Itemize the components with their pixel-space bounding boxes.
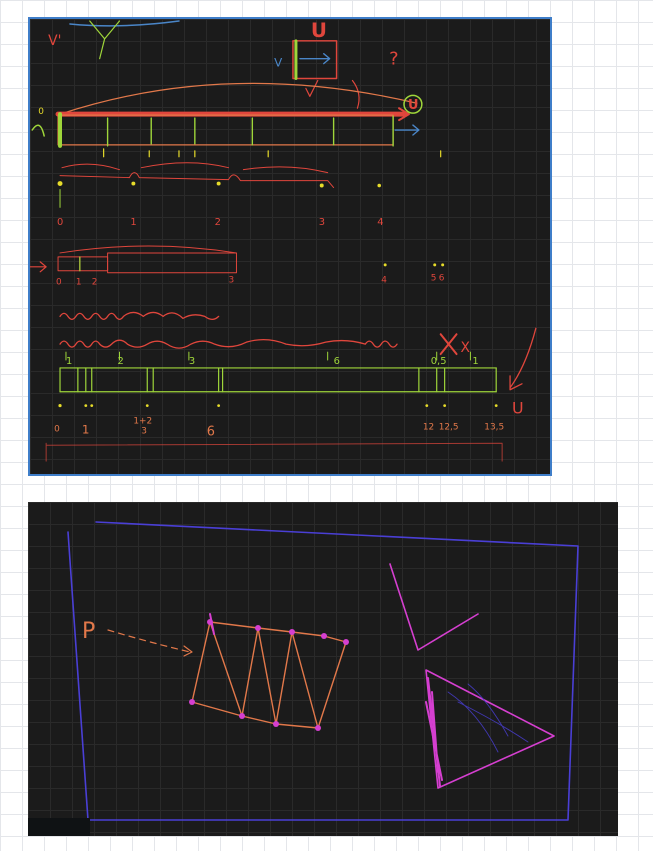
row2-box-c <box>107 252 237 274</box>
row2-tick: 6 <box>439 274 445 284</box>
long-arc <box>59 82 418 115</box>
segment-length-labels: 1 2 3 6 0,5 1 <box>66 356 479 367</box>
row2-tick: 4 <box>381 276 387 286</box>
segment-length: 2 <box>118 356 124 367</box>
source-arrowhead <box>183 645 193 657</box>
rod-right-arrow <box>394 124 420 136</box>
label-v-top: V <box>274 56 283 70</box>
row2-box-b <box>79 256 109 272</box>
triangle-hatch <box>425 677 443 787</box>
row1-tick: 3 <box>319 217 325 228</box>
top-sketch-canvas: U V ? V' 0 X U U 0 1 2 3 4 0 1 2 3 4 5 6 <box>30 19 537 462</box>
row2-box-a <box>57 256 81 272</box>
row1-line <box>59 172 335 189</box>
label-x-mark: X <box>461 340 471 356</box>
thumbnail-preview[interactable] <box>28 818 90 836</box>
bottom-sketch-board: P <box>28 502 618 836</box>
box-down-arrows <box>305 79 360 109</box>
row1-arcs <box>61 162 329 174</box>
row2-tick: 1 <box>76 278 82 288</box>
bottom-tick: 13,5 <box>484 422 504 432</box>
top-sketch-board: U V ? V' 0 X U U 0 1 2 3 4 0 1 2 3 4 5 6 <box>28 17 552 476</box>
bottom-sketch-canvas: P <box>67 521 579 821</box>
row2-arc <box>59 245 237 254</box>
row1-tick: 4 <box>377 217 383 228</box>
zigzag-left-highlight <box>209 613 215 635</box>
purple-frame <box>67 521 579 821</box>
label-u-right: U <box>512 399 524 418</box>
bottom-faded-bar <box>45 442 503 462</box>
row2-tick: 2 <box>92 278 98 288</box>
row1-tick: 0 <box>57 217 63 228</box>
zigzag-nodes <box>189 619 349 731</box>
moving-box <box>292 40 338 80</box>
rod-dividers <box>106 115 394 147</box>
seg-length-ticks <box>65 351 471 361</box>
top-scribble-lines <box>89 20 121 60</box>
main-rod-arrowhead <box>398 107 410 122</box>
row1-dots <box>57 181 382 188</box>
segment-length: 0,5 <box>431 356 447 367</box>
bottom-tick: 12 <box>423 422 434 432</box>
bottom-tick: 6 <box>207 424 215 439</box>
triangle-inner-lines <box>447 683 529 753</box>
bottom-tick: 3 <box>141 426 147 436</box>
bottom-tick: 0 <box>54 424 60 434</box>
u-circle <box>403 94 423 114</box>
segment-length: 1 <box>472 356 478 367</box>
seg-dividers <box>59 367 497 393</box>
label-u-top: U <box>311 19 327 42</box>
row2-tick: 3 <box>229 276 235 286</box>
magenta-triangle <box>425 669 555 789</box>
row2-left-arrow <box>30 261 47 273</box>
row1-tick-labels: 0 1 2 3 4 <box>57 217 383 228</box>
box-arrow <box>299 53 331 65</box>
label-v-prime: V' <box>48 33 61 49</box>
row2-tick-labels: 0 1 2 3 4 5 6 <box>56 274 445 288</box>
segment-length: 3 <box>189 356 195 367</box>
label-question: ? <box>389 49 398 70</box>
bottom-tick-labels: 0 1 1+2 3 6 12 12,5 13,5 <box>54 416 504 439</box>
row2-tick: 5 <box>431 274 437 284</box>
source-dashed-arrow <box>107 629 191 653</box>
bottom-tick: 12,5 <box>439 422 459 432</box>
segment-length: 6 <box>334 356 340 367</box>
label-source-p: P <box>82 619 95 644</box>
x-mark <box>439 333 458 356</box>
seg-dots <box>58 404 498 408</box>
rod-under-ticks <box>103 148 442 158</box>
squiggle-1 <box>59 311 220 321</box>
zigzag-bottom <box>191 701 319 729</box>
zigzag-top <box>209 621 347 643</box>
label-zero-small: 0 <box>38 107 44 117</box>
big-right-arrow <box>509 327 537 391</box>
magenta-v-shape <box>389 563 479 651</box>
squiggle-2 <box>59 339 398 349</box>
bottom-tick: 1 <box>82 422 90 436</box>
bottom-tick: 1+2 <box>133 416 152 426</box>
rod-left-mark <box>31 124 45 137</box>
label-u-circle: U <box>408 98 418 113</box>
row1-tick: 1 <box>130 217 136 228</box>
row2-tick: 0 <box>56 278 62 288</box>
row1-tick: 2 <box>215 217 221 228</box>
top-scribble-curve <box>69 20 180 27</box>
segment-length: 1 <box>66 356 72 367</box>
row2-dots <box>383 263 445 267</box>
